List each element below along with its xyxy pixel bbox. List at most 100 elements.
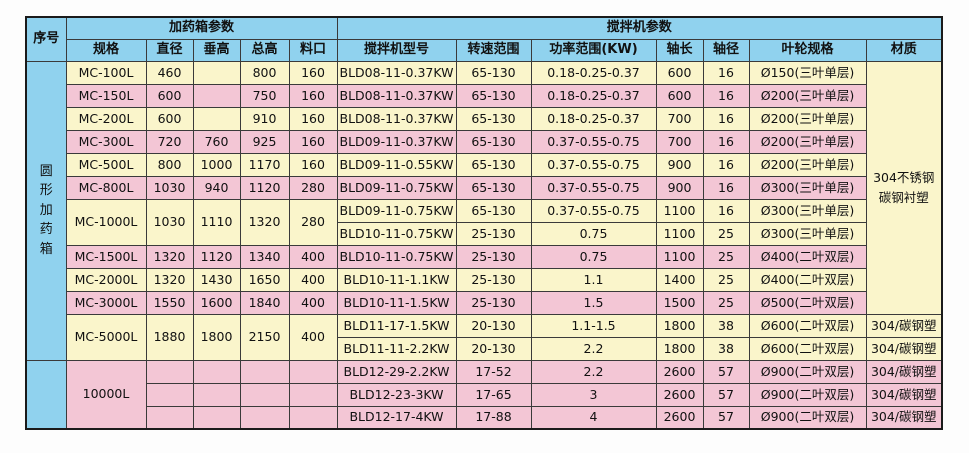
col-header-total-height: 总高 — [239, 38, 290, 62]
cell-mixer-model: BLD11-11-2.2KW — [336, 336, 457, 361]
cell-mixer-model: BLD11-17-1.5KW — [336, 313, 457, 338]
cell-total-height: 800 — [239, 60, 290, 85]
col-header-diameter: 直径 — [145, 38, 194, 62]
cell-speed-range: 25-130 — [455, 221, 532, 246]
cell-impeller-spec: Ø400(二叶双层) — [748, 244, 867, 269]
cell-diameter: 1880 — [145, 313, 194, 361]
cell-impeller-spec: Ø300(三叶单层) — [748, 175, 867, 200]
cell-total-height: 1340 — [239, 244, 290, 269]
cell-impeller-spec: Ø200(三叶单层) — [748, 152, 867, 177]
cell-vertical-height: 760 — [192, 129, 241, 154]
cell-diameter: 720 — [145, 129, 194, 154]
cell-impeller-spec: Ø900(二叶双层) — [748, 405, 867, 430]
cell-power-range: 2.2 — [530, 336, 657, 361]
cell-material: 304/碳钢塑 — [865, 405, 943, 430]
cell-impeller-spec: Ø400(二叶双层) — [748, 267, 867, 292]
group-header-tank-params: 加药箱参数 — [65, 16, 338, 40]
col-header-spec: 规格 — [65, 38, 147, 62]
material-line-1: 304不锈钢 — [873, 169, 935, 185]
cell-material: 304/碳钢塑 — [865, 313, 943, 338]
cell-shaft-length: 2600 — [655, 359, 704, 384]
cell-shaft-diameter: 25 — [702, 267, 750, 292]
cell-shaft-length: 1400 — [655, 267, 704, 292]
cell-power-range: 0.37-0.55-0.75 — [530, 152, 657, 177]
cell-diameter: 1320 — [145, 267, 194, 292]
cell-impeller-spec: Ø150(三叶单层) — [748, 60, 867, 85]
group-header-mixer-params: 搅拌机参数 — [336, 16, 943, 40]
category-label: 圆形加药箱 — [39, 163, 53, 257]
col-header-impeller-spec: 叶轮规格 — [748, 38, 867, 62]
cell-spec: MC-5000L — [65, 313, 147, 361]
cell-mixer-model: BLD09-11-0.37KW — [336, 129, 457, 154]
cell-total-height — [239, 359, 290, 384]
spec-table: 序号 加药箱参数 搅拌机参数 规格 直径 垂高 总高 料口 搅拌机型号 转速范围… — [25, 16, 943, 430]
cell-speed-range: 17-88 — [455, 405, 532, 430]
cell-mixer-model: BLD10-11-1.1KW — [336, 267, 457, 292]
cell-total-height: 925 — [239, 129, 290, 154]
page: 序号 加药箱参数 搅拌机参数 规格 直径 垂高 总高 料口 搅拌机型号 转速范围… — [25, 16, 943, 430]
category-cell-round-tank: 圆形加药箱 — [25, 60, 67, 361]
table-row: MC-800L 1030 940 1120 280 BLD09-11-0.75K… — [26, 175, 942, 200]
cell-shaft-length: 600 — [655, 60, 704, 85]
cell-speed-range: 25-130 — [455, 244, 532, 269]
cell-speed-range: 25-130 — [455, 267, 532, 292]
cell-speed-range: 65-130 — [455, 83, 532, 108]
cell-mixer-model: BLD10-11-1.5KW — [336, 290, 457, 315]
cell-diameter: 600 — [145, 83, 194, 108]
cell-shaft-diameter: 25 — [702, 290, 750, 315]
table-row: MC-150L 600 750 160 BLD08-11-0.37KW 65-1… — [26, 83, 942, 108]
cell-power-range: 1.1 — [530, 267, 657, 292]
cell-spec: MC-1500L — [65, 244, 147, 269]
cell-vertical-height — [192, 83, 241, 108]
cell-vertical-height — [192, 359, 241, 384]
cell-impeller-spec: Ø600(二叶双层) — [748, 336, 867, 361]
cell-speed-range: 20-130 — [455, 336, 532, 361]
cell-material: 304/碳钢塑 — [865, 382, 943, 407]
cell-total-height: 1650 — [239, 267, 290, 292]
cell-spec: 10000L — [65, 359, 147, 430]
cell-impeller-spec: Ø900(二叶双层) — [748, 359, 867, 384]
cell-speed-range: 65-130 — [455, 60, 532, 85]
cell-power-range: 0.37-0.55-0.75 — [530, 175, 657, 200]
cell-power-range: 0.18-0.25-0.37 — [530, 106, 657, 131]
cell-mixer-model: BLD12-23-3KW — [336, 382, 457, 407]
cell-vertical-height — [192, 382, 241, 407]
table-row: 圆形加药箱 MC-100L 460 800 160 BLD08-11-0.37K… — [25, 60, 943, 361]
cell-diameter: 1550 — [145, 290, 194, 315]
cell-feed-port: 280 — [288, 198, 338, 246]
cell-total-height: 1320 — [239, 198, 290, 246]
cell-vertical-height — [192, 405, 241, 430]
table-row: MC-2000L 1320 1430 1650 400 BLD10-11-1.1… — [26, 267, 942, 292]
col-header-material: 材质 — [865, 38, 943, 62]
cell-shaft-diameter: 16 — [702, 83, 750, 108]
cell-speed-range: 65-130 — [455, 198, 532, 223]
cell-shaft-length: 900 — [655, 152, 704, 177]
cell-total-height: 1840 — [239, 290, 290, 315]
cell-total-height: 1170 — [239, 152, 290, 177]
cell-diameter — [145, 405, 194, 430]
cell-mixer-model: BLD08-11-0.37KW — [336, 106, 457, 131]
cell-power-range: 0.75 — [530, 244, 657, 269]
cell-shaft-length: 900 — [655, 175, 704, 200]
cell-mixer-model: BLD08-11-0.37KW — [336, 60, 457, 85]
cell-vertical-height: 940 — [192, 175, 241, 200]
cell-shaft-diameter: 16 — [702, 175, 750, 200]
cell-total-height — [239, 382, 290, 407]
cell-spec: MC-3000L — [65, 290, 147, 315]
cell-spec: MC-150L — [65, 83, 147, 108]
col-header-shaft-diameter: 轴径 — [702, 38, 750, 62]
cell-vertical-height: 1120 — [192, 244, 241, 269]
cell-mixer-model: BLD12-29-2.2KW — [336, 359, 457, 384]
cell-diameter: 1320 — [145, 244, 194, 269]
category-cell-empty — [25, 359, 67, 430]
cell-mixer-model: BLD09-11-0.55KW — [336, 152, 457, 177]
cell-feed-port: 160 — [288, 129, 338, 154]
table-row: BLD12-17-4KW 17-88 4 2600 57 Ø900(二叶双层) … — [26, 405, 943, 430]
cell-power-range: 0.37-0.55-0.75 — [530, 129, 657, 154]
cell-impeller-spec: Ø600(二叶双层) — [748, 313, 867, 338]
cell-impeller-spec: Ø300(三叶单层) — [748, 221, 867, 246]
cell-diameter — [145, 382, 194, 407]
cell-feed-port: 160 — [288, 152, 338, 177]
header-sub-row: 规格 直径 垂高 总高 料口 搅拌机型号 转速范围 功率范围(KW) 轴长 轴径… — [26, 38, 943, 62]
table-row: MC-500L 800 1000 1170 160 BLD09-11-0.55K… — [26, 152, 942, 177]
